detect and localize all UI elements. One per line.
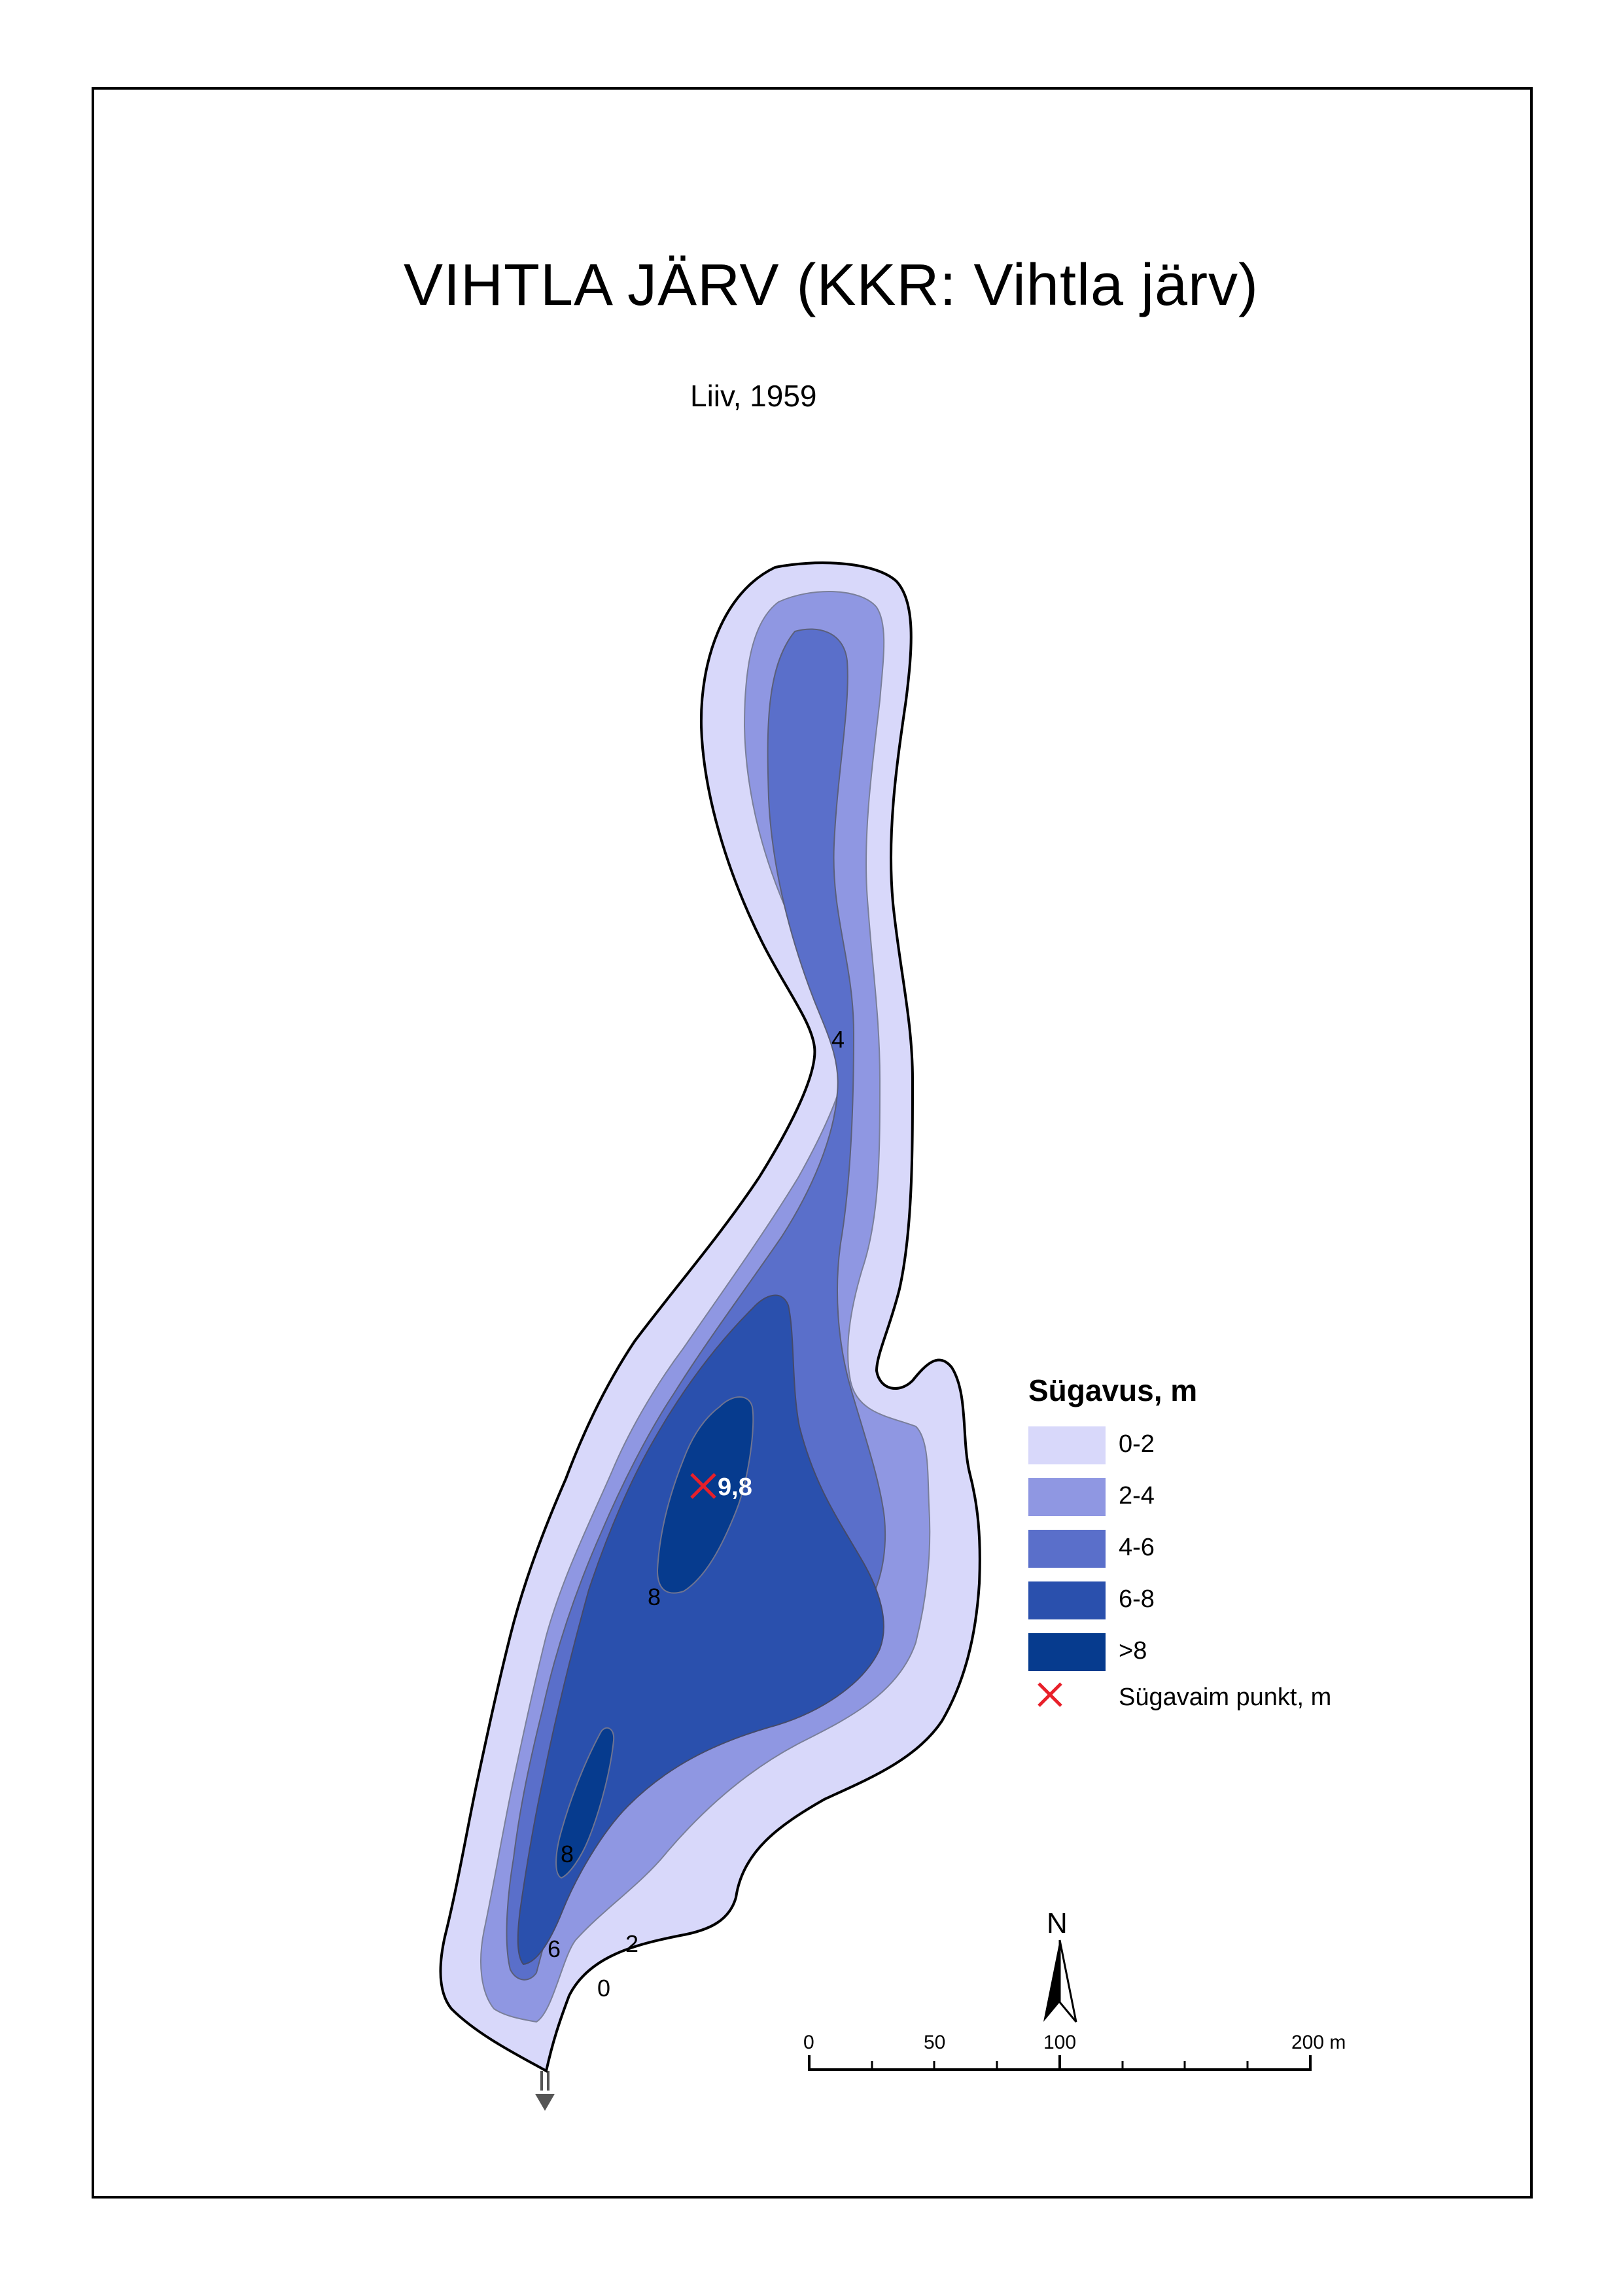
depth-label-8-north: 8 [648, 1583, 661, 1610]
legend-swatch [1028, 1530, 1106, 1568]
legend-label: 6-8 [1119, 1585, 1155, 1613]
legend-label: 0-2 [1119, 1430, 1155, 1458]
depth-label-4: 4 [831, 1026, 845, 1053]
depth-label-0: 0 [597, 1975, 611, 2002]
depth-zone-8-south [555, 1727, 615, 1879]
legend-swatch [1028, 1581, 1106, 1619]
deepest-point-legend-icon [1038, 1682, 1062, 1707]
depth-label-2: 2 [625, 1930, 639, 1957]
map-title: VIHTLA JÄRV (KKR: Vihtla järv) [403, 253, 1259, 318]
legend-label: >8 [1119, 1637, 1147, 1665]
scale-label-200: 200 m [1291, 2032, 1346, 2053]
scale-label-100: 100 [1043, 2032, 1077, 2053]
legend-swatch [1028, 1478, 1106, 1516]
scale-label-0: 0 [803, 2032, 814, 2053]
legend-swatch [1028, 1633, 1106, 1671]
scale-label-50: 50 [924, 2032, 946, 2053]
depth-label-8-south: 8 [561, 1841, 574, 1867]
deepest-point-legend-label: Sügavaim punkt, m [1119, 1684, 1332, 1711]
max-depth-label: 9,8 [718, 1474, 752, 1501]
map-frame [92, 87, 1533, 2199]
scale-bar [808, 2055, 1312, 2071]
deepest-point-marker [690, 1473, 716, 1499]
legend-swatch [1028, 1426, 1106, 1464]
legend-label: 2-4 [1119, 1482, 1155, 1510]
map-author: Liiv, 1959 [690, 379, 817, 413]
outlet-stream [535, 2071, 555, 2111]
depth-zone-6-8 [517, 1294, 884, 1966]
north-arrow-icon [1043, 1939, 1077, 2022]
legend-title: Sügavus, m [1028, 1373, 1198, 1407]
north-letter: N [1047, 1907, 1068, 1939]
legend-label: 4-6 [1119, 1534, 1155, 1561]
depth-label-6: 6 [548, 1935, 561, 1962]
depth-zone-8-north [656, 1396, 754, 1594]
